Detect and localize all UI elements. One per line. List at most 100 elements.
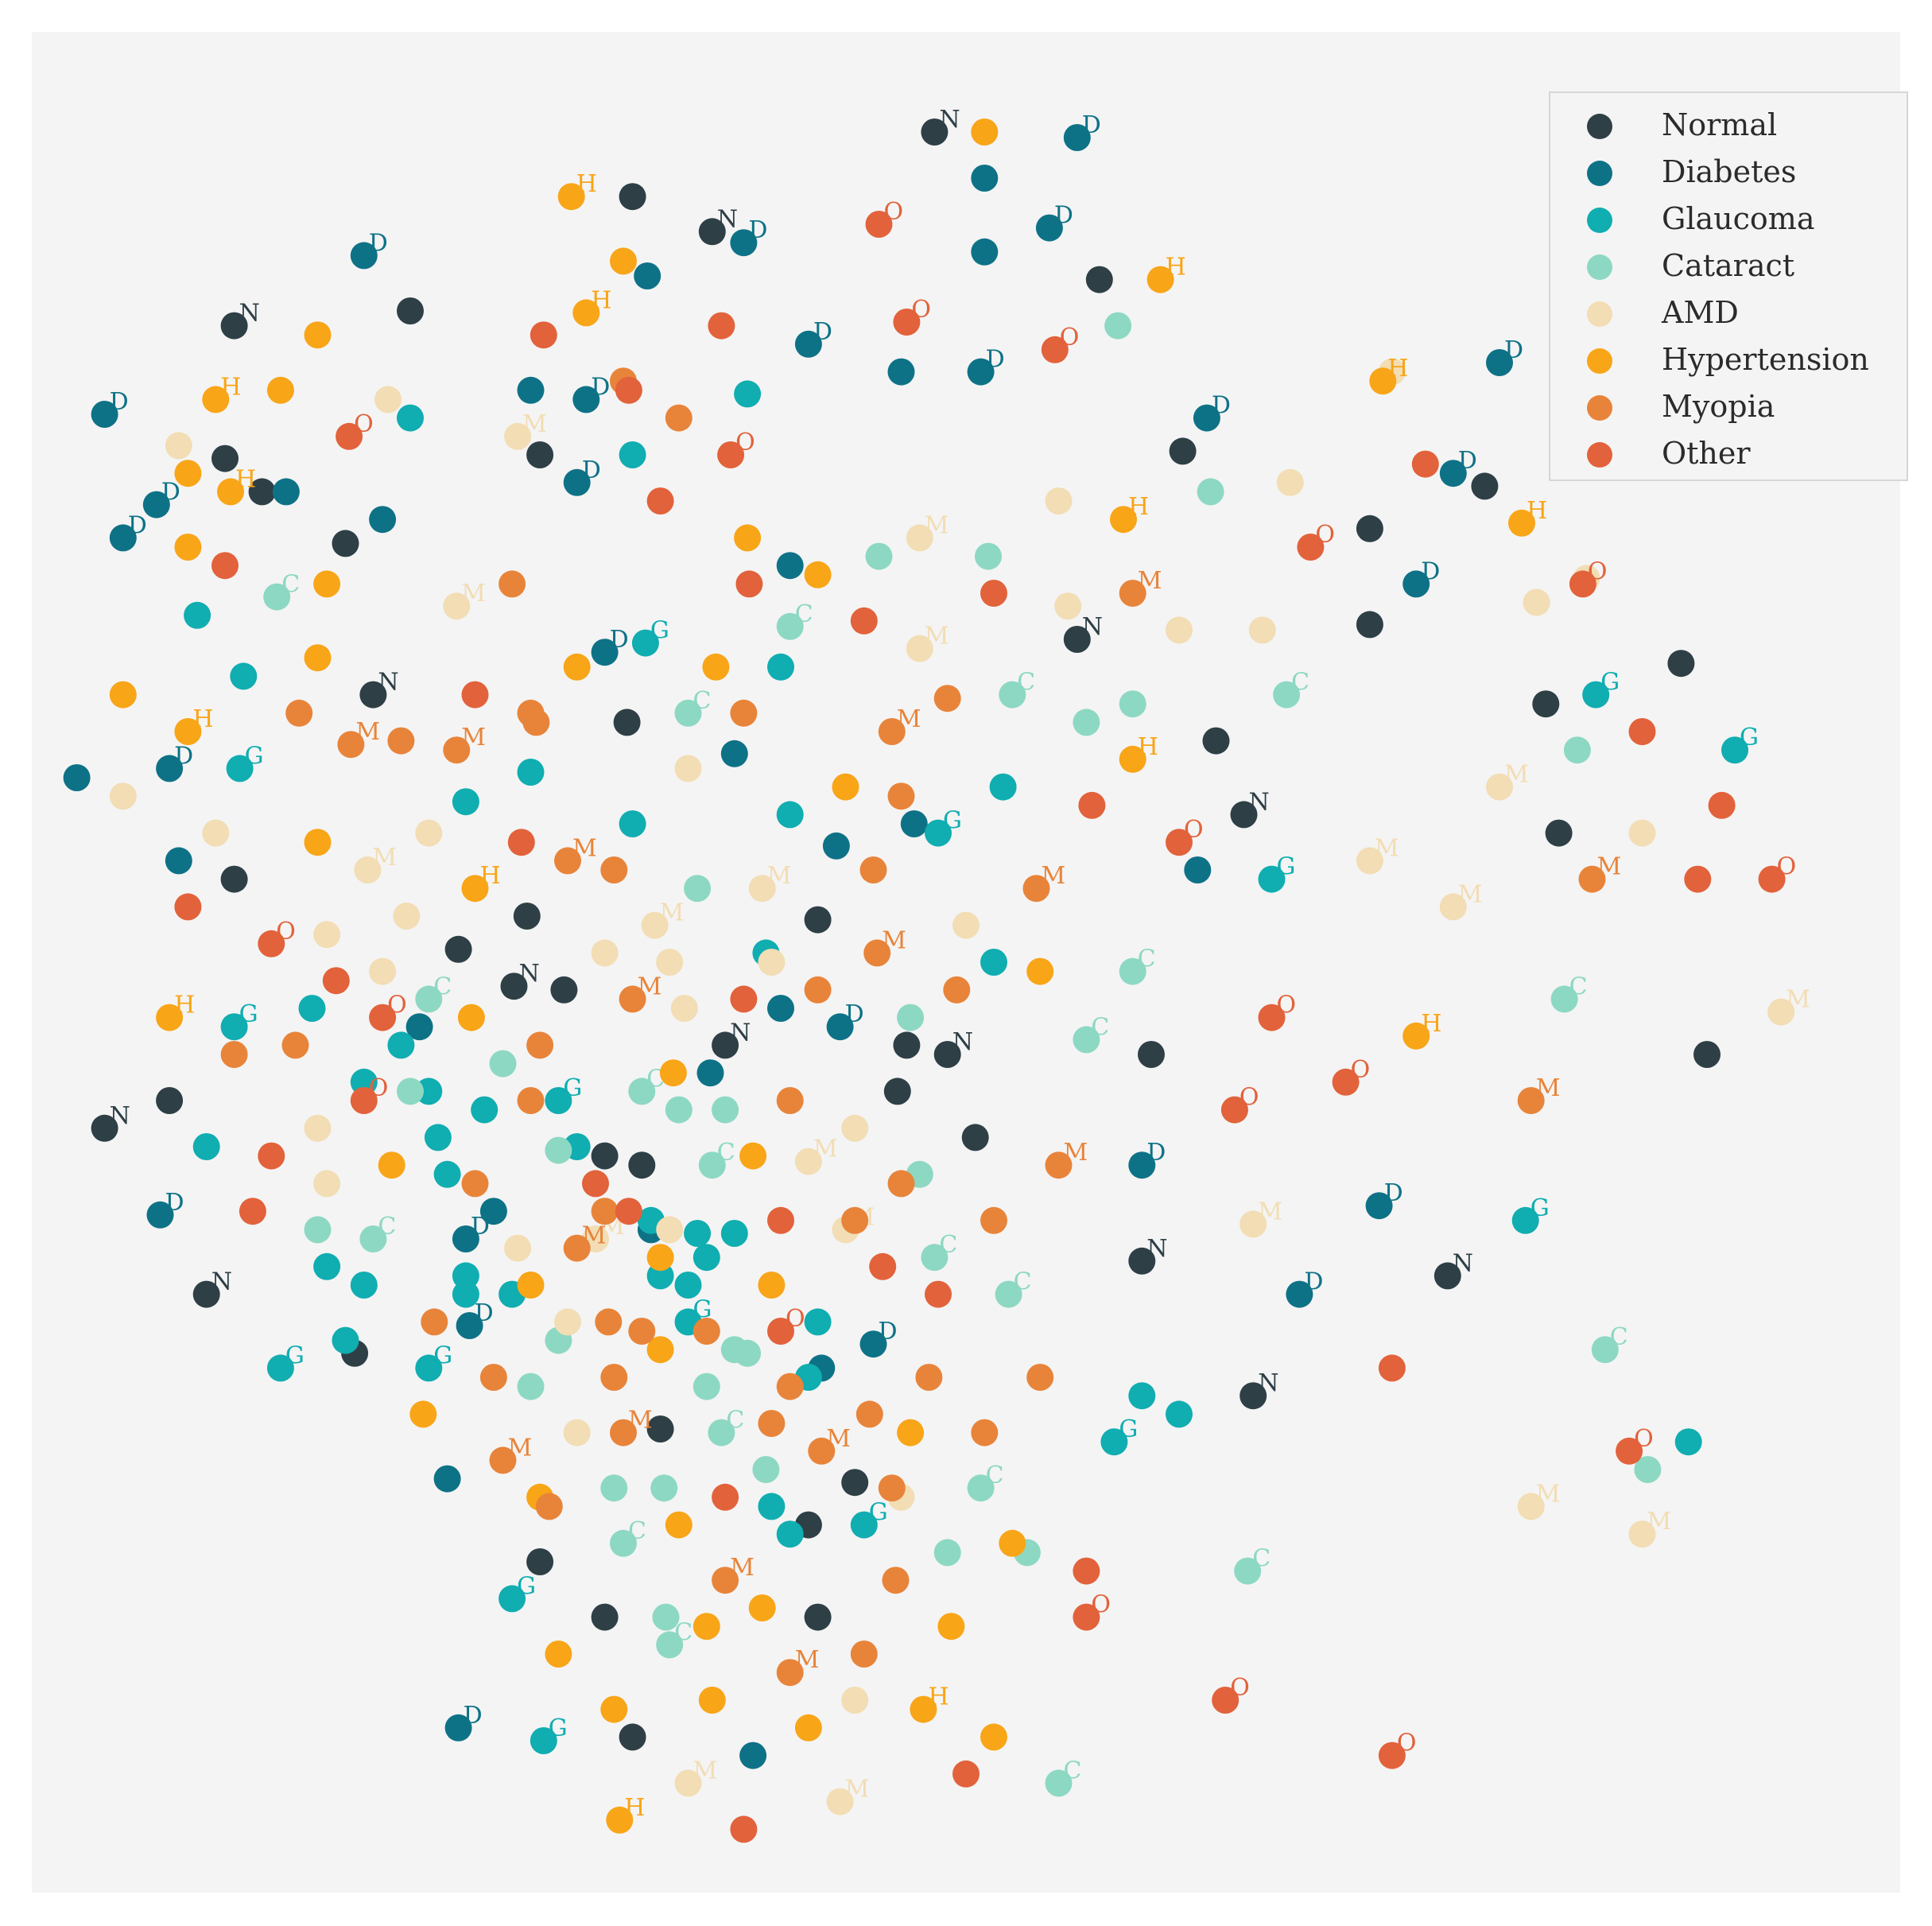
point-amd (1439, 893, 1467, 921)
point-label-myopia: M (582, 1222, 607, 1250)
point-amd (443, 592, 471, 620)
point-amd (758, 949, 786, 976)
point-normal (1138, 1041, 1165, 1068)
point-normal (1532, 690, 1560, 718)
point-other (708, 312, 735, 340)
legend-label: Cataract (1662, 248, 1795, 283)
point-myopia (591, 1198, 619, 1225)
point-myopia (665, 404, 692, 432)
point-label-normal: N (1249, 788, 1270, 816)
point-cataract (1073, 709, 1100, 736)
point-label-cataract: C (726, 1407, 744, 1435)
point-cataract (1104, 312, 1132, 340)
point-label-amd: M (693, 1757, 718, 1784)
point-hypertension (794, 1714, 822, 1742)
point-other (1258, 1004, 1286, 1031)
point-myopia (776, 1659, 804, 1687)
point-diabetes (63, 764, 91, 791)
point-label-amd: M (813, 1136, 838, 1163)
point-amd (952, 911, 980, 939)
point-label-glaucoma: G (239, 1000, 258, 1028)
point-label-amd: M (522, 410, 547, 438)
legend-label: Myopia (1662, 389, 1775, 424)
point-label-glaucoma: G (549, 1714, 568, 1742)
point-cataract (656, 1631, 684, 1659)
point-myopia (850, 1641, 878, 1668)
point-diabetes (369, 506, 397, 534)
point-label-diabetes: D (1304, 1268, 1323, 1296)
point-label-glaucoma: G (285, 1342, 305, 1369)
point-label-normal: N (211, 1268, 232, 1296)
point-label-diabetes: D (1082, 111, 1101, 139)
point-hypertension (174, 460, 202, 487)
point-label-cataract: C (1017, 669, 1035, 697)
point-other (925, 1280, 952, 1308)
point-normal (1433, 1262, 1461, 1290)
point-amd (1523, 588, 1550, 616)
point-myopia (712, 1567, 739, 1594)
point-hypertension (304, 829, 332, 856)
point-label-other: O (276, 918, 296, 946)
point-label-diabetes: D (471, 1213, 490, 1241)
point-normal (248, 478, 276, 506)
point-glaucoma (776, 1520, 804, 1548)
point-glaucoma (499, 1585, 526, 1613)
point-glaucoma (1100, 1428, 1128, 1456)
legend-label: Hypertension (1662, 342, 1869, 377)
point-other (350, 1087, 378, 1114)
point-diabetes (1184, 856, 1212, 883)
legend-item-diabetes: Diabetes (1550, 149, 1907, 197)
point-amd (1356, 847, 1383, 875)
point-other (258, 1142, 285, 1170)
point-amd (1628, 1520, 1656, 1548)
point-cataract (776, 612, 804, 640)
point-amd (504, 422, 532, 450)
point-cataract (933, 1539, 961, 1567)
point-label-myopia: M (572, 834, 597, 862)
legend-marker (1587, 442, 1612, 468)
point-label-other: O (1277, 992, 1297, 1019)
point-myopia (933, 685, 961, 713)
point-hypertension (692, 1613, 720, 1641)
legend-label: Diabetes (1662, 154, 1797, 189)
point-hypertension (1119, 745, 1146, 773)
point-myopia (804, 976, 832, 1004)
point-label-glaucoma: G (433, 1342, 452, 1369)
point-cataract (865, 542, 893, 570)
point-diabetes (1402, 570, 1430, 598)
point-label-myopia: M (461, 724, 486, 751)
point-cataract (1073, 1026, 1100, 1054)
point-glaucoma (226, 755, 254, 782)
point-glaucoma (684, 1220, 712, 1247)
point-myopia (1026, 1364, 1054, 1391)
point-myopia (878, 1474, 906, 1502)
point-hypertension (702, 653, 730, 681)
point-label-hypertension: H (1527, 497, 1547, 525)
point-diabetes (1439, 460, 1467, 487)
point-label-normal: N (1453, 1249, 1473, 1277)
point-normal (332, 530, 359, 557)
point-label-myopia: M (1042, 862, 1066, 890)
point-label-diabetes: D (174, 742, 193, 770)
point-label-amd: M (925, 623, 949, 650)
point-label-other: O (786, 1305, 805, 1333)
point-diabetes (479, 1198, 507, 1225)
point-cataract (628, 1078, 656, 1105)
point-label-cataract: C (1252, 1545, 1271, 1573)
point-myopia (863, 939, 891, 967)
point-diabetes (971, 238, 999, 266)
point-other (1684, 865, 1712, 893)
point-myopia (461, 1170, 489, 1198)
point-glaucoma (804, 1308, 832, 1336)
point-label-cataract: C (1291, 669, 1309, 697)
point-hypertension (971, 118, 999, 146)
point-cataract (692, 1373, 720, 1400)
scatter-plot: N N N N N N N N N N N N N N D D D D D D D D D D D D D D D D D D D D D D D D D D… (63, 106, 1810, 1843)
point-diabetes (1365, 1192, 1393, 1220)
point-label-normal: N (939, 106, 960, 134)
point-other (1378, 1742, 1406, 1769)
point-label-diabetes: D (128, 511, 147, 539)
point-amd (393, 903, 421, 930)
point-label-diabetes: D (610, 626, 629, 654)
legend-label: Glaucoma (1662, 201, 1815, 236)
